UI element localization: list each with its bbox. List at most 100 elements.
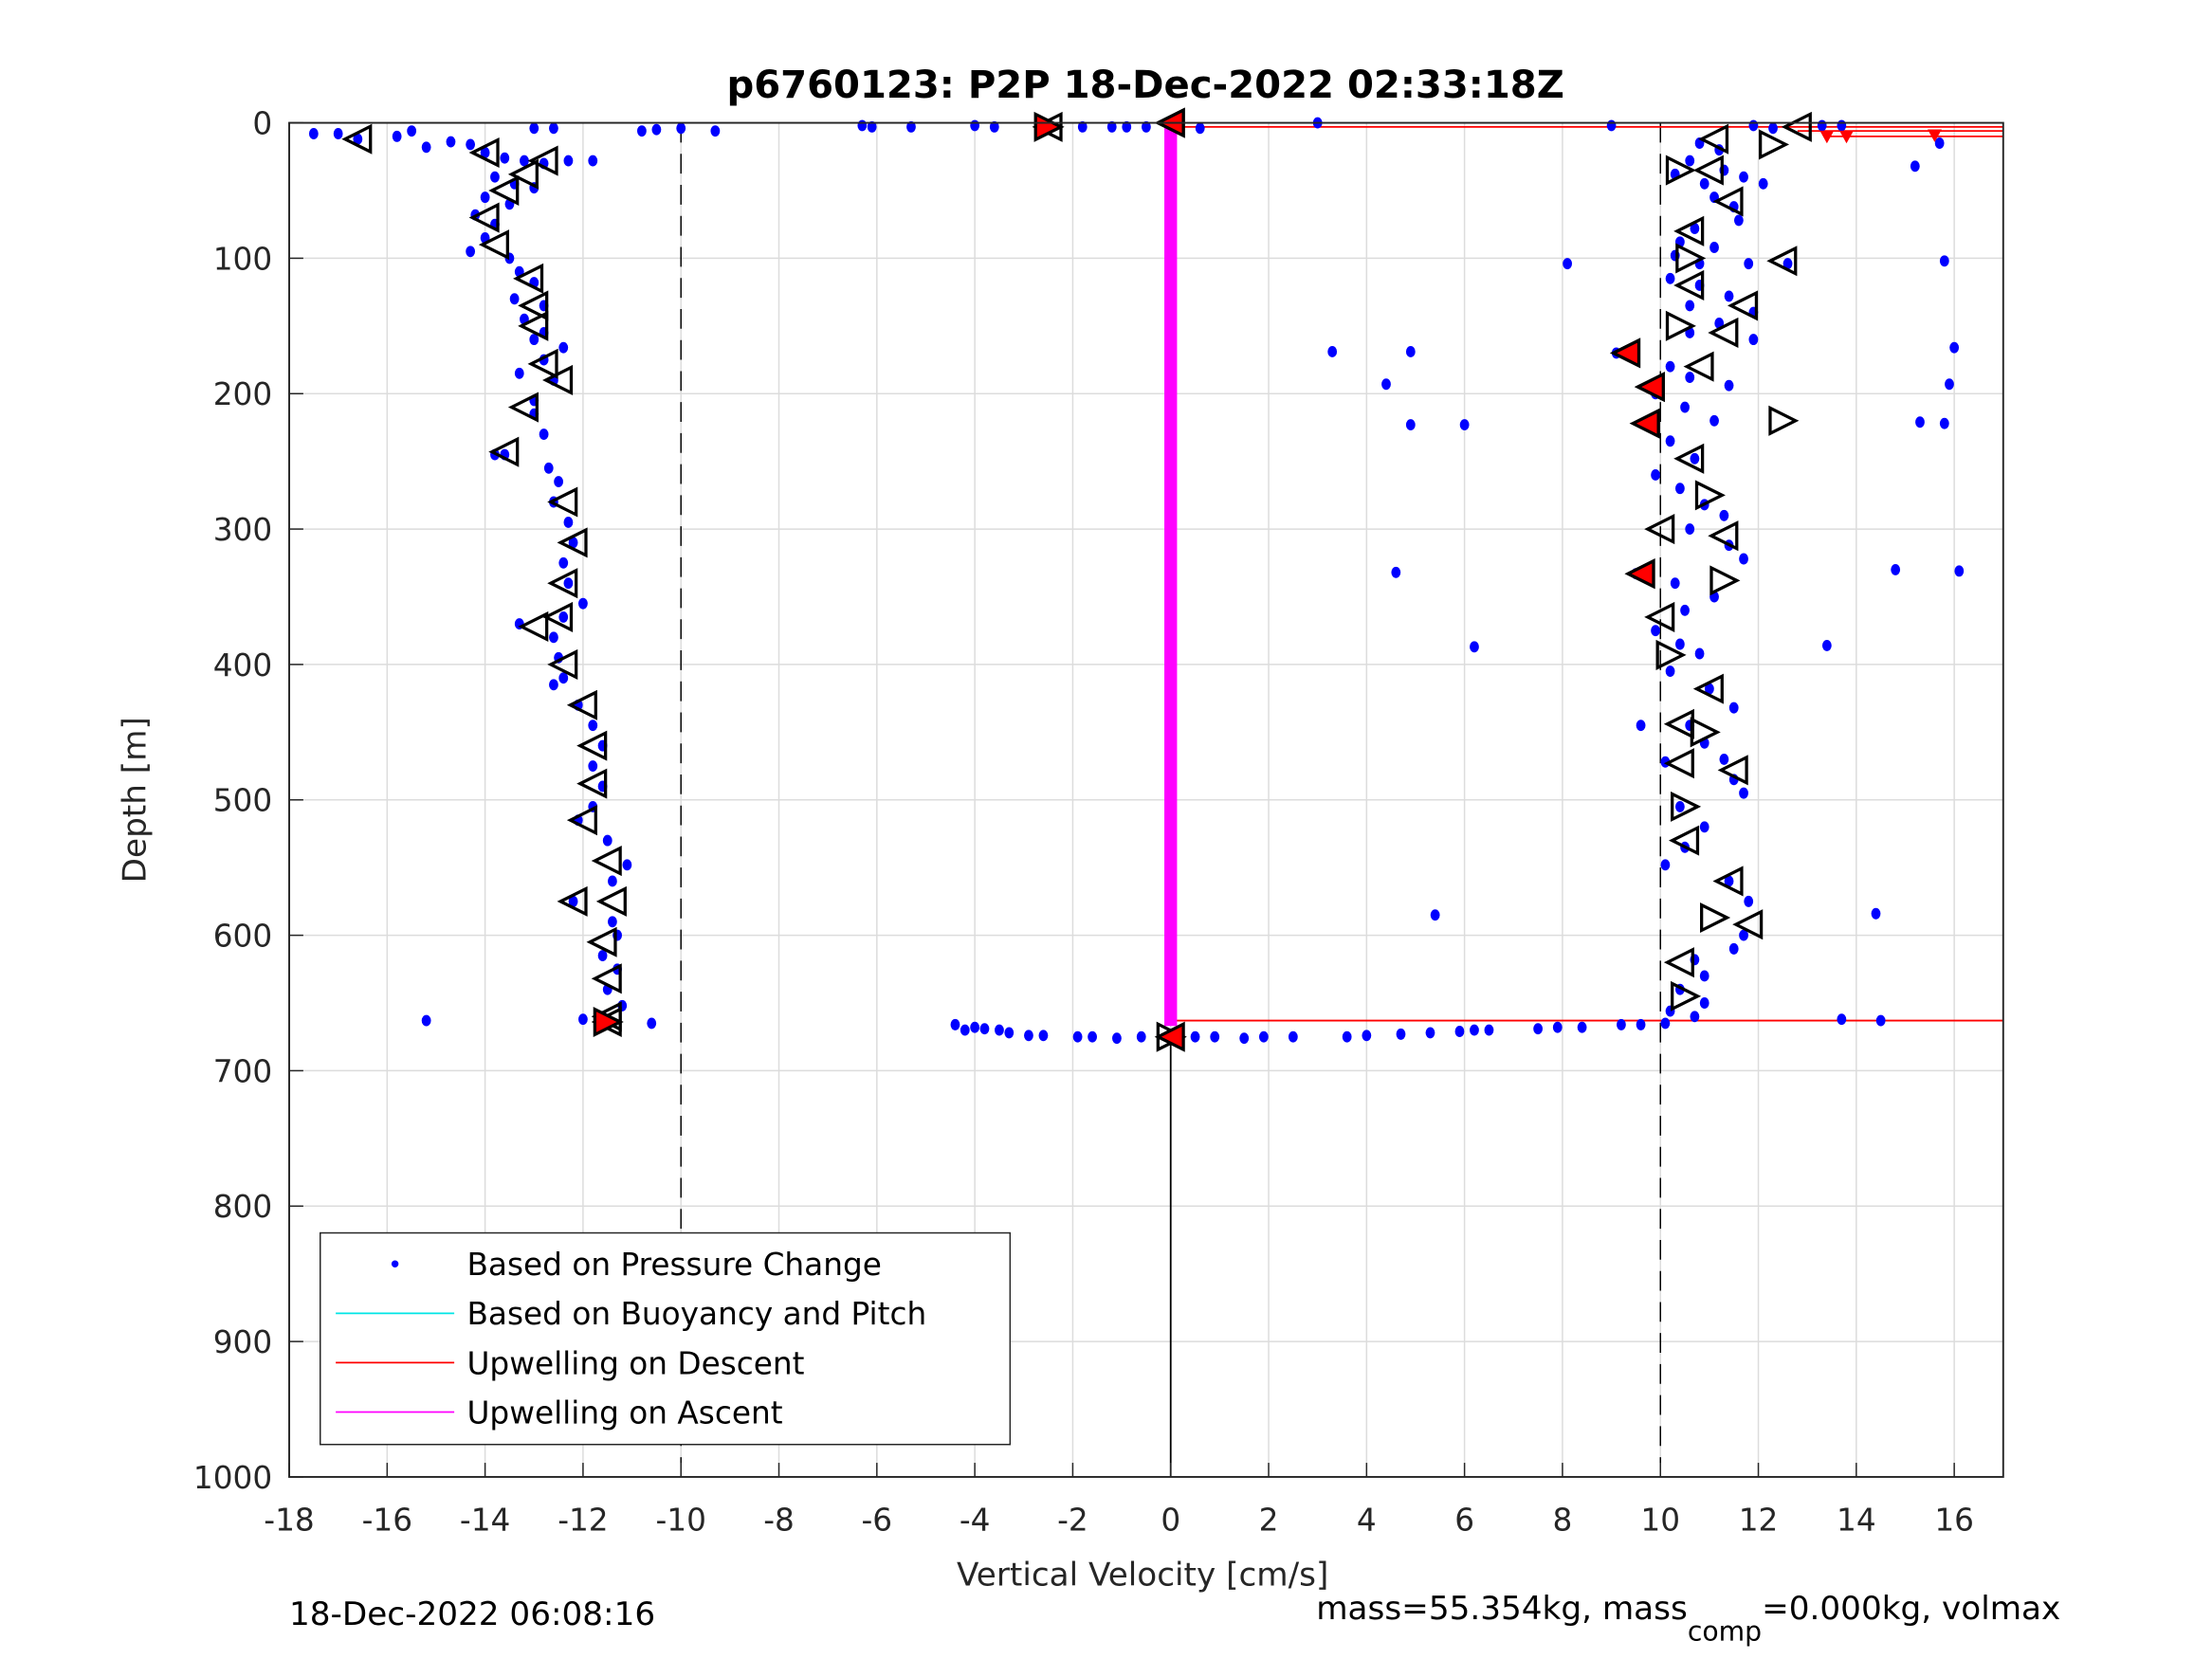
pressure-point <box>1651 468 1660 481</box>
y-tick-label: 200 <box>213 376 272 412</box>
pressure-point <box>588 720 598 732</box>
pressure-point <box>647 1017 657 1030</box>
mass-subscript: comp <box>1688 1616 1762 1648</box>
pressure-point <box>1141 120 1151 133</box>
pressure-point <box>1606 119 1617 132</box>
descent-triangle-marker <box>507 392 539 423</box>
pressure-point <box>407 125 417 137</box>
pressure-point <box>1837 119 1847 132</box>
pressure-point <box>1680 604 1690 616</box>
y-tick-label: 500 <box>213 783 272 819</box>
descent-triangle-marker <box>527 145 558 176</box>
red-filled-marker <box>1634 372 1665 403</box>
pressure-point <box>1077 120 1088 133</box>
ascent-triangle-marker <box>1708 520 1739 552</box>
pressure-point <box>1891 563 1901 575</box>
pressure-point <box>1670 577 1680 590</box>
pressure-point <box>480 191 490 204</box>
pressure-point <box>1088 1030 1097 1043</box>
descent-triangle-marker <box>576 730 608 761</box>
x-tick-label: -8 <box>763 1502 795 1538</box>
pressure-point <box>1195 122 1205 135</box>
pressure-point <box>563 155 574 167</box>
pressure-point <box>960 1024 970 1036</box>
pressure-point <box>1674 800 1685 812</box>
pressure-point <box>1617 1018 1626 1030</box>
pressure-point <box>1405 419 1416 431</box>
pressure-point <box>1405 346 1416 357</box>
pressure-point <box>520 155 529 167</box>
ascent-triangle-marker <box>1692 673 1724 704</box>
pressure-point <box>466 138 476 151</box>
pressure-point <box>970 1021 980 1033</box>
pressure-point <box>1817 119 1827 132</box>
descent-triangle-marker <box>518 611 549 642</box>
descent-triangle-marker <box>586 926 617 957</box>
ascent-triangle-marker <box>1700 902 1731 934</box>
ascent-triangle-marker <box>1690 717 1721 748</box>
pressure-point <box>1381 378 1391 391</box>
ascent-triangle-marker <box>1708 317 1739 349</box>
ascent-triangle-marker <box>1669 825 1700 856</box>
pressure-point <box>1699 177 1709 190</box>
ascent-triangle-marker <box>1768 405 1800 436</box>
x-tick-label: 6 <box>1454 1502 1474 1538</box>
ascent-triangle-marker <box>1673 443 1705 474</box>
pressure-point <box>568 537 578 549</box>
pressure-point <box>1396 1028 1406 1040</box>
pressure-point <box>622 859 632 871</box>
red-filled-marker <box>593 1006 624 1038</box>
pressure-point <box>970 119 980 132</box>
ascent-triangle-marker <box>1766 246 1798 277</box>
pressure-point <box>446 136 456 148</box>
ascent-triangle-marker <box>1671 791 1702 822</box>
pressure-point <box>1685 300 1695 312</box>
y-tick-label: 900 <box>213 1324 272 1360</box>
descent-triangle-marker <box>478 229 509 261</box>
pressure-point <box>588 760 598 772</box>
pressure-point <box>543 462 554 474</box>
y-tick-label: 1000 <box>193 1460 272 1496</box>
ascent-triangle-marker <box>1727 290 1759 321</box>
pressure-point <box>1072 1030 1083 1043</box>
x-tick-label: 0 <box>1161 1502 1180 1538</box>
ascent-triangle-marker <box>1655 639 1687 670</box>
pressure-point <box>421 1014 431 1027</box>
pressure-point <box>1739 929 1748 941</box>
descent-triangle-marker <box>566 689 597 720</box>
pressure-point <box>1782 258 1793 270</box>
pressure-point <box>588 155 598 167</box>
pressure-point <box>1680 401 1690 413</box>
x-tick-label: -10 <box>655 1502 705 1538</box>
pressure-point <box>1665 360 1675 373</box>
pressure-point <box>906 120 916 133</box>
pressure-point <box>308 128 319 139</box>
ascent-triangle-marker <box>1759 129 1790 160</box>
descent-triangle-marker <box>513 263 544 294</box>
pressure-point <box>1748 334 1759 346</box>
x-tick-label: 2 <box>1259 1502 1279 1538</box>
pressure-point <box>710 125 721 137</box>
pressure-point <box>602 834 612 847</box>
mass-text-a: mass=55.354kg, mass <box>1316 1590 1688 1628</box>
pressure-point <box>1685 523 1695 536</box>
y-ticks: 0 100 200 300 400 500 600 700 800 900 1000 <box>193 105 303 1496</box>
ascent-triangle-marker <box>1673 269 1705 301</box>
pressure-point <box>549 631 558 644</box>
pressure-point <box>1459 419 1470 431</box>
pressure-point <box>1690 1011 1700 1023</box>
descent-triangle-marker <box>547 486 578 518</box>
ascent-triangle-marker <box>1709 565 1741 596</box>
ascent-triangle-marker <box>1663 748 1694 779</box>
ascent-triangle-marker <box>1673 215 1705 246</box>
pressure-point <box>558 611 569 623</box>
legend-label-ascent: Upwelling on Ascent <box>466 1395 782 1431</box>
pressure-point <box>1949 341 1960 354</box>
descent-triangle-marker <box>576 768 608 799</box>
pressure-point <box>989 120 999 133</box>
pressure-point <box>651 123 662 136</box>
pressure-point <box>1694 647 1705 660</box>
x-tick-label: 16 <box>1934 1502 1974 1538</box>
pressure-point <box>979 1023 990 1035</box>
pressure-point <box>1391 566 1401 578</box>
